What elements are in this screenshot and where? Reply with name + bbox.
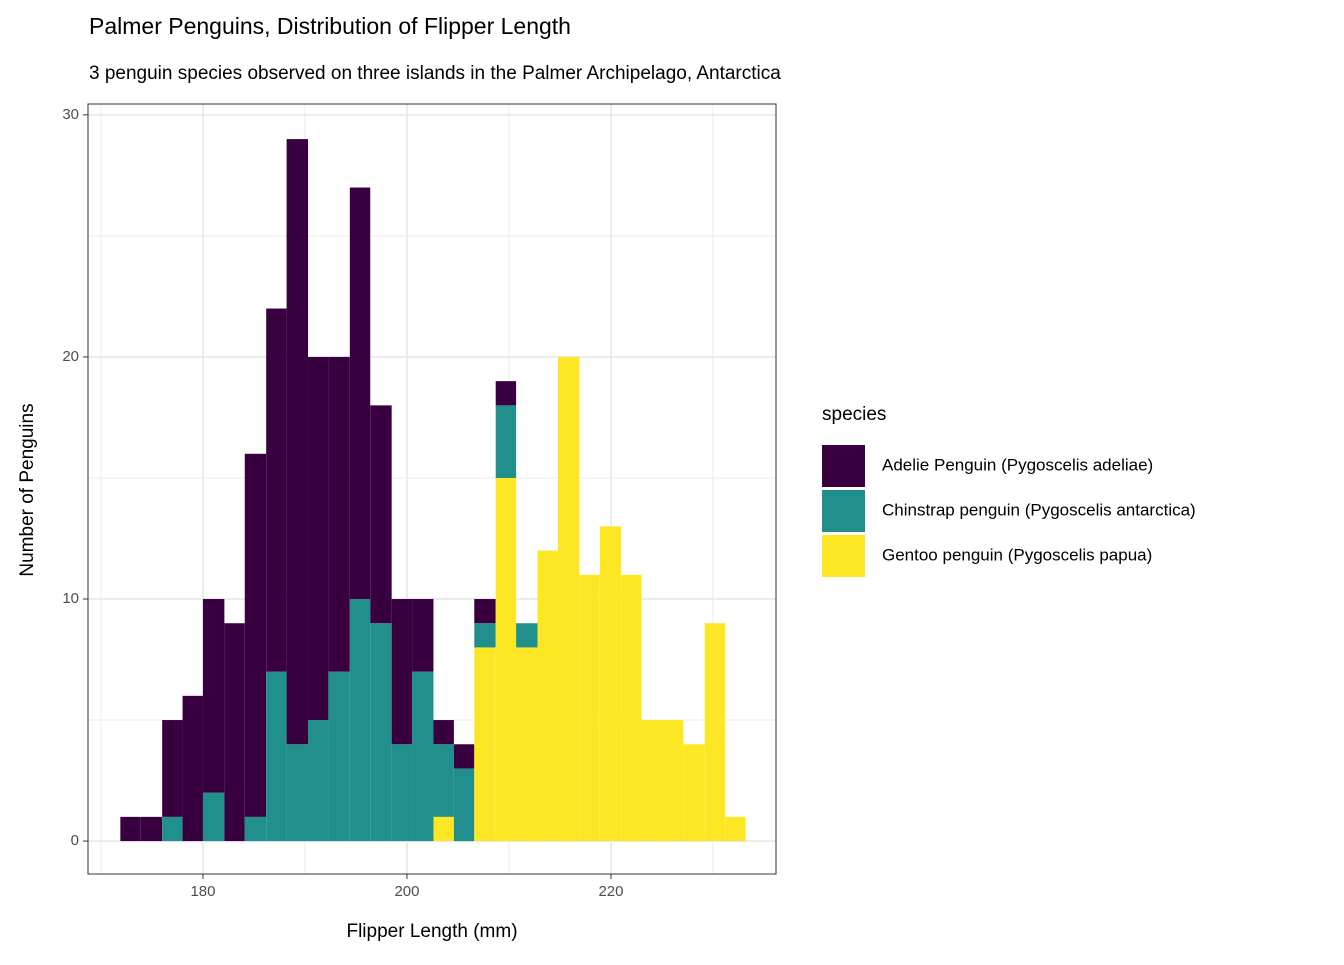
bar [202,599,225,793]
legend-key [822,445,865,487]
bar [328,356,350,672]
bar [412,671,434,842]
y-axis-label: Number of Penguins [17,403,38,576]
panel-border [87,103,777,875]
y-tick-label: 20 [62,348,79,365]
legend-title: species [822,404,886,425]
bar [495,477,517,842]
chart-title: Palmer Penguins, Distribution of Flipper… [89,13,571,39]
bar [162,816,183,842]
bar [370,623,392,842]
bar [266,308,287,672]
bar [308,720,329,842]
bar [516,647,538,842]
bar [662,720,684,842]
bar [453,744,475,769]
y-tick-label: 10 [62,590,79,607]
bar [599,526,622,842]
bar [391,744,413,842]
chart-subtitle: 3 penguin species observed on three isla… [89,63,781,84]
bar [162,720,183,817]
y-tick-label: 0 [71,832,79,849]
bar [224,623,245,842]
bar [244,453,267,817]
bar [349,187,371,600]
bar [266,671,287,842]
bar [641,720,663,842]
bar [244,816,267,842]
legend-label: Adelie Penguin (Pygoscelis adeliae) [882,455,1153,474]
legend-key [822,535,865,577]
x-tick-label: 180 [190,883,215,900]
y-tick-label: 30 [62,106,79,123]
bar [328,671,350,842]
legend-key [822,490,865,532]
bar [433,816,454,842]
bar [286,744,309,842]
bar [349,599,371,842]
bar [433,744,454,817]
bar [474,599,496,624]
x-axis-label: Flipper Length (mm) [346,921,517,942]
bar [557,356,580,842]
bar [495,381,517,406]
bar [704,623,726,842]
bar [516,623,538,648]
x-tick-label: 220 [598,883,623,900]
bar [120,816,141,842]
bar [474,647,496,842]
bar [140,816,163,842]
bar [621,574,642,842]
bar [370,405,392,624]
legend-label: Gentoo penguin (Pygoscelis papua) [882,545,1152,564]
bar [433,720,454,745]
bar [286,139,309,745]
bar [495,405,517,478]
bar [182,695,203,842]
bar [725,816,746,842]
bar [579,574,600,842]
x-tick-label: 200 [394,883,419,900]
bar [412,599,434,672]
legend-label: Chinstrap penguin (Pygoscelis antarctica… [882,500,1196,519]
bar [202,792,225,842]
bar [537,550,558,842]
bar [391,599,413,745]
bar [453,768,475,842]
bar [474,623,496,648]
bar [308,356,329,721]
bar [683,744,705,842]
